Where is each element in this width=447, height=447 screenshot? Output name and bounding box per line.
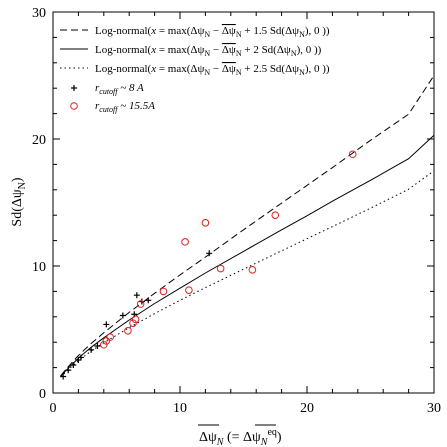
point-8A <box>103 321 110 328</box>
point-15-5A <box>248 266 257 274</box>
point-15-5A <box>348 150 357 159</box>
point-8A <box>133 292 140 299</box>
svg-text:rcutoff ~ 8 A: rcutoff ~ 8 A <box>95 82 144 96</box>
point-15-5A <box>102 337 111 345</box>
point-15-5A <box>181 238 189 246</box>
y-tick-label: 20 <box>32 133 46 148</box>
point-15-5A <box>159 287 168 296</box>
x-tick-label: 20 <box>300 401 314 416</box>
point-15-5A <box>106 333 114 341</box>
legend-entry-2sd: Log-normal(x = max(ΔψN − ΔψN + 2 Sd(ΔψN)… <box>60 44 322 58</box>
y-axis-label: Sd(ΔψN) <box>10 177 28 226</box>
point-8A <box>206 250 213 257</box>
point-15-5A <box>124 326 132 335</box>
point-8A <box>119 312 126 319</box>
x-tick-label: 30 <box>427 401 441 416</box>
point-8A <box>94 343 101 350</box>
y-tick-label: 30 <box>32 6 46 21</box>
point-8A <box>70 362 77 369</box>
point-15-5A <box>185 286 193 294</box>
point-15-5A <box>100 340 108 349</box>
x-tick-label: 10 <box>173 401 187 416</box>
point-15-5A <box>216 264 225 273</box>
point-15-5A <box>271 211 280 219</box>
legend-entry-15-5A: rcutoff ~ 15.5A <box>70 100 155 114</box>
y-tick-label: 10 <box>32 260 46 275</box>
point-8A <box>145 297 152 304</box>
svg-text:Log-normal(x = max(ΔψN − ΔψN +: Log-normal(x = max(ΔψN − ΔψN + 2 Sd(ΔψN)… <box>95 44 322 58</box>
point-8A <box>65 367 72 374</box>
axis-tick-labels: 0 10 20 30 0 10 20 30 <box>32 6 441 416</box>
point-8A <box>77 354 84 361</box>
point-15-5A <box>201 219 210 227</box>
svg-text:Log-normal(x = max(ΔψN − ΔψN +: Log-normal(x = max(ΔψN − ΔψN + 2.5 Sd(Δψ… <box>95 63 330 77</box>
series-line-solid <box>60 134 435 377</box>
svg-text:Log-normal(x = max(ΔψN − ΔψN +: Log-normal(x = max(ΔψN − ΔψN + 1.5 Sd(Δψ… <box>95 25 330 39</box>
svg-text:ΔψN (= ΔψNeq): ΔψN (= ΔψNeq) <box>199 427 282 447</box>
point-8A <box>88 346 95 353</box>
x-axis-label: ΔψN (= ΔψNeq) <box>198 424 282 447</box>
point-15-5A <box>131 315 140 324</box>
point-15-5A <box>136 300 145 308</box>
y-tick-label: 0 <box>39 387 46 402</box>
legend: Log-normal(x = max(ΔψN − ΔψN + 1.5 Sd(Δψ… <box>60 25 330 114</box>
point-8A <box>138 298 145 305</box>
data-points <box>60 150 357 380</box>
legend-entry-2-5sd: Log-normal(x = max(ΔψN − ΔψN + 2.5 Sd(Δψ… <box>60 63 330 77</box>
plot-frame <box>52 11 435 394</box>
legend-entry-1-5sd: Log-normal(x = max(ΔψN − ΔψN + 1.5 Sd(Δψ… <box>60 25 330 39</box>
series-line-dashed <box>60 75 435 377</box>
x-tick-label: 0 <box>50 401 57 416</box>
point-15-5A <box>129 319 137 327</box>
axis-ticks <box>52 11 435 394</box>
series-line-dotted <box>60 170 435 378</box>
svg-text:rcutoff ~ 15.5A: rcutoff ~ 15.5A <box>95 100 155 114</box>
model-curves <box>60 75 435 378</box>
legend-entry-8A: rcutoff ~ 8 A <box>71 82 144 96</box>
point-8A <box>60 373 67 380</box>
